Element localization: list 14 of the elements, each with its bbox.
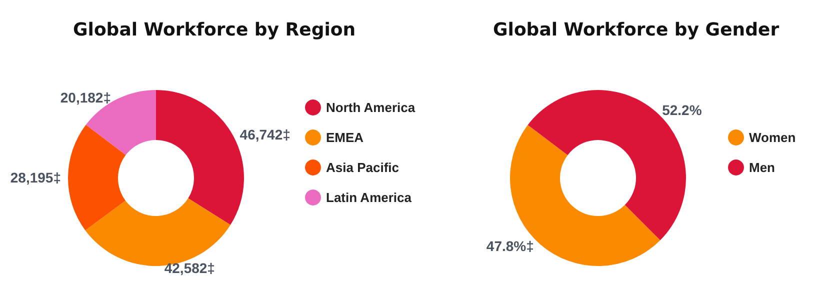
legend-label: Latin America — [326, 190, 412, 205]
data-label: 42,582‡ — [164, 260, 215, 276]
data-label: 46,742‡ — [240, 126, 290, 143]
legend-label: EMEA — [326, 130, 364, 145]
legend-label: Men — [749, 160, 776, 175]
legend-label: Asia Pacific — [326, 160, 399, 175]
legend-label: Women — [749, 130, 796, 145]
data-label: 20,182‡ — [60, 89, 112, 106]
data-label: 47.8%‡ — [486, 238, 534, 254]
legend-label: North America — [326, 100, 416, 115]
data-label: 52.2% — [662, 102, 702, 118]
chart-title: Global Workforce by Gender — [493, 20, 780, 40]
data-label: 28,195‡ — [10, 169, 61, 186]
chart-title: Global Workforce by Region — [73, 20, 356, 40]
